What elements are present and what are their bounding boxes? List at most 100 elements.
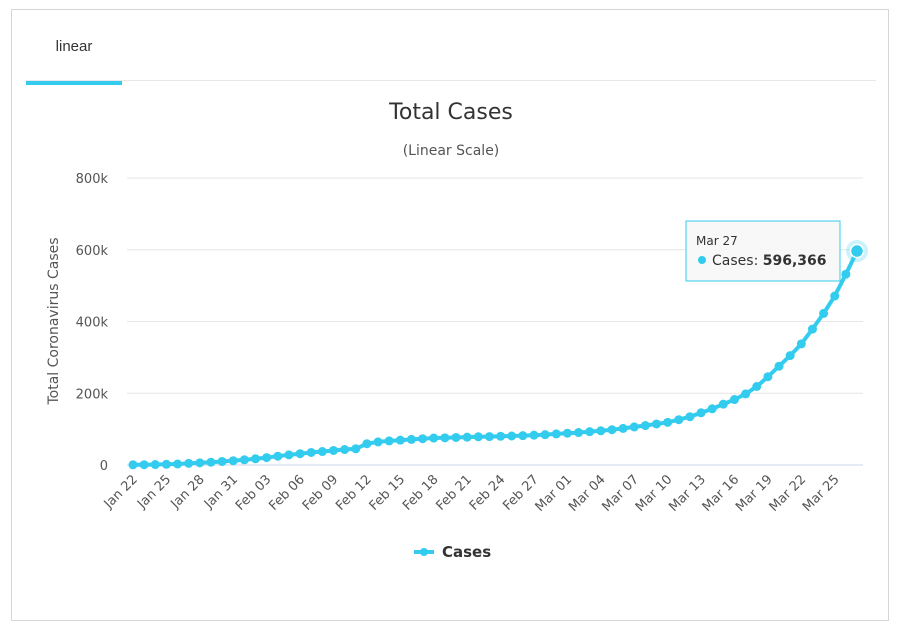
- series-line-cases[interactable]: [131, 249, 859, 467]
- data-point[interactable]: [273, 451, 283, 461]
- data-point[interactable]: [663, 417, 673, 427]
- data-point[interactable]: [607, 425, 617, 435]
- x-tick-label: Feb 12: [333, 472, 375, 514]
- data-point[interactable]: [351, 444, 361, 454]
- x-tick-label: Feb 03: [233, 472, 275, 514]
- chart-panel: linear: [11, 9, 889, 621]
- tab-active-indicator: [26, 81, 122, 85]
- data-point[interactable]: [518, 431, 528, 441]
- y-tick-label: 0: [100, 459, 108, 474]
- data-point[interactable]: [451, 432, 461, 442]
- y-tick-label: 200k: [76, 387, 109, 402]
- data-point[interactable]: [239, 455, 249, 465]
- tooltip-colon: :: [754, 253, 763, 269]
- data-point[interactable]: [406, 434, 416, 444]
- legend[interactable]: Cases: [414, 543, 491, 561]
- data-point[interactable]: [819, 308, 829, 318]
- data-point[interactable]: [696, 408, 706, 418]
- data-point[interactable]: [640, 421, 650, 431]
- tab-linear-label: linear: [55, 38, 93, 55]
- x-tick-label: Feb 18: [400, 472, 442, 514]
- data-point[interactable]: [306, 447, 316, 457]
- data-point[interactable]: [317, 447, 327, 457]
- tab-linear[interactable]: linear: [26, 28, 122, 85]
- tooltip-line: Cases: 596,366: [712, 253, 827, 269]
- data-point[interactable]: [295, 449, 305, 459]
- data-point[interactable]: [206, 457, 216, 467]
- data-point[interactable]: [284, 450, 294, 460]
- data-point[interactable]: [228, 456, 238, 466]
- data-point[interactable]: [373, 437, 383, 447]
- data-point[interactable]: [429, 433, 439, 443]
- data-point[interactable]: [195, 458, 205, 468]
- legend-marker-icon: [420, 548, 428, 556]
- data-point[interactable]: [807, 324, 817, 334]
- x-tick-label: Mar 16: [700, 472, 743, 515]
- data-point[interactable]: [551, 429, 561, 439]
- x-tick-label: Jan 22: [101, 472, 141, 512]
- data-point[interactable]: [507, 431, 517, 441]
- tooltip-box: [685, 220, 841, 282]
- x-tick-label: Feb 21: [433, 472, 475, 514]
- data-point[interactable]: [496, 431, 506, 441]
- data-point[interactable]: [128, 460, 138, 470]
- y-tick-label: 800k: [76, 172, 109, 187]
- data-point[interactable]: [139, 460, 149, 470]
- data-point[interactable]: [574, 428, 584, 438]
- data-point[interactable]: [262, 453, 272, 463]
- data-point[interactable]: [251, 454, 261, 464]
- data-point[interactable]: [328, 445, 338, 455]
- data-point[interactable]: [173, 459, 183, 469]
- data-point[interactable]: [161, 459, 171, 469]
- data-point[interactable]: [150, 460, 160, 470]
- data-point[interactable]: [562, 428, 572, 438]
- data-point[interactable]: [752, 381, 762, 391]
- data-point[interactable]: [217, 456, 227, 466]
- x-tick-label: Feb 15: [367, 472, 409, 514]
- scale-tab-bar: linear: [26, 28, 876, 85]
- data-point[interactable]: [529, 430, 539, 440]
- data-point[interactable]: [395, 435, 405, 445]
- data-point[interactable]: [184, 458, 194, 468]
- x-tick-label: Jan 28: [168, 472, 208, 512]
- data-point[interactable]: [763, 372, 773, 382]
- data-point[interactable]: [785, 351, 795, 361]
- data-point[interactable]: [362, 439, 372, 449]
- data-point[interactable]: [841, 269, 851, 279]
- data-point[interactable]: [340, 445, 350, 455]
- y-tick-label: 400k: [76, 316, 109, 331]
- tooltip: Mar 27 Cases: 596,366: [685, 220, 841, 282]
- data-point[interactable]: [729, 395, 739, 405]
- data-point[interactable]: [741, 389, 751, 399]
- tooltip-series-marker-icon: [698, 256, 706, 264]
- data-point[interactable]: [830, 291, 840, 301]
- y-axis-title: Total Coronavirus Cases: [46, 237, 62, 405]
- data-point[interactable]: [796, 339, 806, 349]
- x-tick-label: Mar 01: [533, 472, 576, 515]
- tooltip-date: Mar 27: [696, 234, 738, 248]
- data-point[interactable]: [484, 432, 494, 442]
- tooltip-value: 596,366: [763, 253, 827, 269]
- data-point[interactable]: [384, 436, 394, 446]
- data-point[interactable]: [629, 422, 639, 432]
- data-point[interactable]: [462, 432, 472, 442]
- tooltip-series-name: Cases: [712, 253, 754, 269]
- data-point[interactable]: [618, 423, 628, 433]
- data-point[interactable]: [652, 419, 662, 429]
- data-point[interactable]: [473, 432, 483, 442]
- hovered-data-point[interactable]: [849, 243, 865, 259]
- data-point[interactable]: [585, 427, 595, 437]
- data-point[interactable]: [774, 361, 784, 371]
- x-tick-label: Mar 04: [566, 472, 609, 515]
- x-tick-label: Mar 25: [800, 472, 843, 515]
- data-point[interactable]: [440, 433, 450, 443]
- data-point[interactable]: [596, 426, 606, 436]
- data-point[interactable]: [418, 434, 428, 444]
- x-tick-label: Mar 22: [767, 472, 810, 515]
- data-point[interactable]: [685, 412, 695, 422]
- data-point[interactable]: [707, 404, 717, 414]
- data-point[interactable]: [540, 430, 550, 440]
- data-point[interactable]: [718, 399, 728, 409]
- x-tick-label: Mar 10: [633, 472, 676, 515]
- data-point[interactable]: [674, 415, 684, 425]
